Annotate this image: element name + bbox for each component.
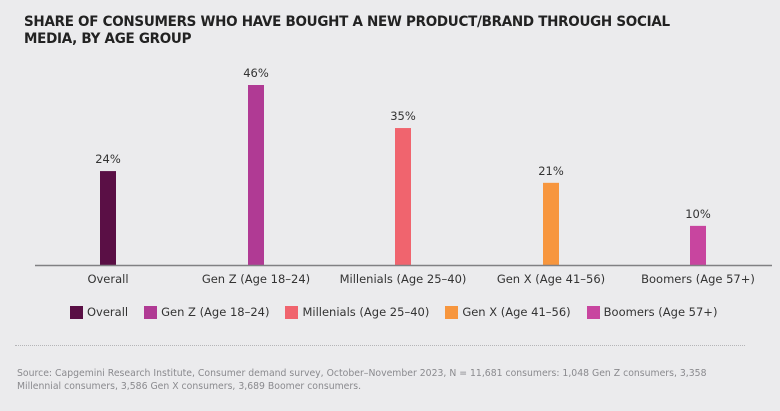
legend: Overall Gen Z (Age 18–24) Millenials (Age …	[70, 303, 733, 321]
legend-swatch	[445, 305, 459, 319]
legend-item-overall: Overall	[70, 305, 128, 319]
category-label-gen-z-age-18-24: Gen Z (Age 18–24)	[202, 272, 310, 286]
category-label-gen-x-age-41-56: Gen X (Age 41–56)	[497, 272, 605, 286]
legend-swatch	[586, 305, 600, 319]
legend-swatch	[144, 305, 158, 319]
legend-label: Overall	[87, 305, 129, 319]
bar-gen-x-age-41-56	[543, 182, 559, 265]
legend-item-gen-x-age-41-56: Gen X (Age 41–56)	[445, 305, 571, 319]
bar-chart: 24% 46% 35% 21% 10% Overall Gen Z (Age 18–24)…	[35, 66, 772, 286]
bars-group	[100, 85, 706, 265]
category-label-boomers-age-57: Boomers (Age 57+)	[641, 272, 755, 286]
legend-label: Millenials (Age 25–40)	[302, 305, 430, 319]
bar-boomers-age-57	[690, 225, 706, 265]
chart-title: SHARE OF CONSUMERS WHO HAVE BOUGHT A NEW…	[24, 14, 670, 47]
legend-item-gen-z-age-18-24: Gen Z (Age 18–24)	[144, 305, 269, 319]
legend-item-boomers-age-57: Boomers (Age 57+)	[586, 305, 718, 319]
value-label-gen-z-age-18-24: 46%	[243, 66, 269, 80]
bar-gen-z-age-18-24	[248, 85, 264, 265]
legend-label: Gen Z (Age 18–24)	[161, 305, 270, 319]
legend-label: Boomers (Age 57+)	[603, 305, 718, 319]
legend-swatch	[285, 305, 299, 319]
value-labels-group: 24% 46% 35% 21% 10%	[95, 66, 711, 221]
value-label-overall: 24%	[95, 152, 121, 166]
category-label-overall: Overall	[87, 272, 128, 286]
category-labels-group: Overall Gen Z (Age 18–24) Millenials (Age …	[87, 272, 754, 286]
bar-millenials-age-25-40	[395, 128, 411, 265]
value-label-millenials-age-25-40: 35%	[390, 109, 416, 123]
legend-item-millenials-age-25-40: Millenials (Age 25–40)	[285, 305, 429, 319]
source-note: Source: Capgemini Research Institute, Co…	[17, 368, 707, 392]
value-label-boomers-age-57: 10%	[685, 207, 711, 221]
value-label-gen-x-age-41-56: 21%	[538, 164, 564, 178]
bar-overall	[100, 171, 116, 265]
legend-swatch	[70, 305, 83, 319]
legend-label: Gen X (Age 41–56)	[462, 305, 571, 319]
category-label-millenials-age-25-40: Millenials (Age 25–40)	[340, 272, 467, 286]
separator-line	[15, 345, 745, 346]
